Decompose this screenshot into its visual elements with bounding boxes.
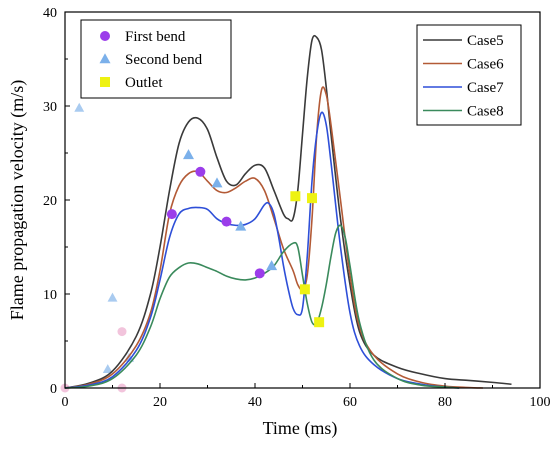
marker-first-bend <box>222 217 232 227</box>
y-tick-label: 30 <box>43 100 57 115</box>
x-tick-label: 80 <box>438 395 452 410</box>
faint-circle-marker <box>118 327 127 336</box>
legend-marker-outlet <box>100 77 110 87</box>
marker-outlet <box>314 317 324 327</box>
x-tick-label: 0 <box>62 395 69 410</box>
y-tick-label: 20 <box>43 194 57 209</box>
legend-label-case6: Case6 <box>467 57 504 73</box>
y-tick-label: 0 <box>50 382 57 397</box>
x-tick-label: 60 <box>343 395 357 410</box>
legend-label-outlet: Outlet <box>125 75 163 91</box>
legend-marker-first-bend <box>100 31 110 41</box>
legend-label-case7: Case7 <box>467 80 504 96</box>
marker-first-bend <box>195 167 205 177</box>
marker-outlet <box>300 284 310 294</box>
legend-label-case5: Case5 <box>467 33 504 49</box>
legend-label-second-bend: Second bend <box>125 52 203 68</box>
legend-label-first-bend: First bend <box>125 29 186 45</box>
x-tick-label: 100 <box>530 395 550 410</box>
legend-series: Case5 Case6 Case7 Case8 <box>417 25 521 125</box>
legend-markers: First bend Second bend Outlet <box>81 20 231 98</box>
marker-outlet <box>307 193 317 203</box>
marker-outlet <box>290 191 300 201</box>
marker-first-bend <box>167 209 177 219</box>
y-tick-label: 40 <box>43 6 57 21</box>
marker-first-bend <box>255 268 265 278</box>
x-axis-title: Time (ms) <box>263 418 338 439</box>
y-axis-title: Flame propagation velocity (m/s) <box>7 80 28 320</box>
x-tick-label: 40 <box>248 395 262 410</box>
y-tick-label: 10 <box>43 288 57 303</box>
legend-label-case8: Case8 <box>467 104 504 120</box>
x-tick-label: 20 <box>153 395 167 410</box>
